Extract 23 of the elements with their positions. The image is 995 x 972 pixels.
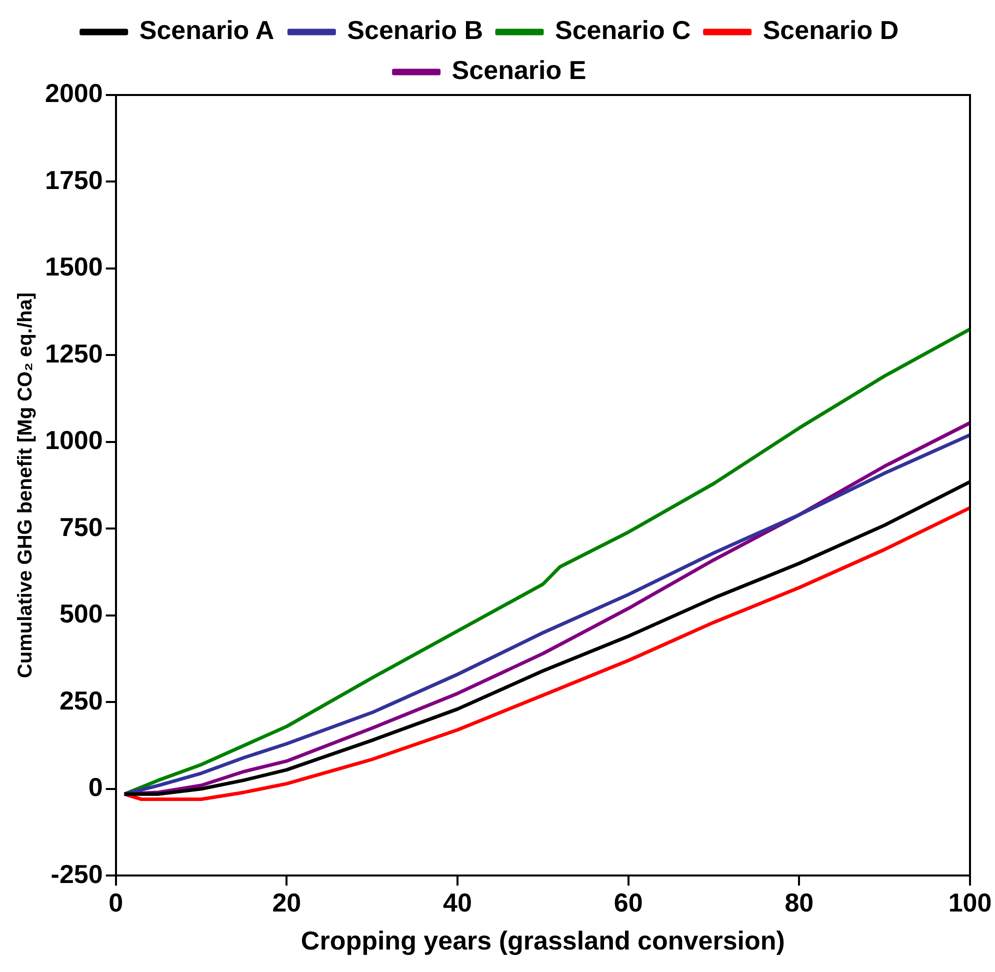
y-tick-label: -250 (50, 858, 103, 889)
legend-label: Scenario C (555, 15, 692, 46)
x-tick-label: 0 (108, 887, 124, 918)
y-tick-label: 1500 (44, 252, 103, 282)
x-axis-title: Cropping years (grassland conversion) (300, 926, 785, 956)
legend-label: Scenario B (347, 15, 483, 46)
y-tick-label: 1750 (44, 164, 103, 195)
y-tick-label: 750 (59, 512, 103, 542)
y-tick-label: 500 (59, 598, 103, 629)
x-tick-label: 40 (443, 887, 472, 918)
x-tick-label: 20 (272, 887, 302, 918)
y-axis-title: Cumulative GHG benefit [Mg CO₂ eq./ha] (14, 292, 37, 678)
x-tick-label: 100 (948, 887, 992, 918)
legend-label: Scenario A (139, 15, 274, 46)
legend-label: Scenario E (452, 55, 586, 86)
y-tick-label: 1000 (44, 425, 103, 456)
y-tick-label: 250 (59, 685, 103, 716)
legend-label: Scenario D (762, 15, 899, 46)
y-tick-label: 0 (88, 772, 103, 802)
y-tick-label: 1250 (44, 338, 103, 368)
x-tick-label: 80 (784, 887, 814, 918)
y-tick-label: 2000 (44, 78, 103, 108)
x-tick-label: 60 (614, 887, 643, 918)
